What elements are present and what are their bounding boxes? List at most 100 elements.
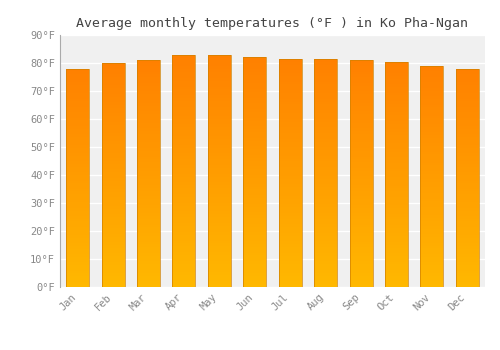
Bar bbox=[102, 270, 124, 273]
Bar bbox=[244, 281, 266, 284]
Bar bbox=[314, 104, 337, 107]
Bar bbox=[102, 97, 124, 99]
Bar bbox=[137, 230, 160, 233]
Bar bbox=[456, 213, 479, 216]
Bar bbox=[208, 180, 231, 182]
Bar bbox=[137, 137, 160, 140]
Bar bbox=[350, 185, 372, 188]
Bar bbox=[172, 275, 196, 278]
Bar bbox=[208, 121, 231, 124]
Bar bbox=[385, 152, 408, 155]
Bar bbox=[278, 201, 301, 204]
Bar bbox=[102, 153, 124, 155]
Bar bbox=[137, 182, 160, 185]
Bar bbox=[350, 142, 372, 145]
Bar bbox=[314, 264, 337, 267]
Bar bbox=[314, 150, 337, 153]
Bar bbox=[137, 114, 160, 117]
Bar bbox=[314, 121, 337, 124]
Bar bbox=[456, 276, 479, 279]
Bar bbox=[208, 272, 231, 275]
Bar bbox=[420, 176, 444, 179]
Bar bbox=[278, 207, 301, 210]
Bar bbox=[102, 63, 124, 287]
Bar bbox=[314, 233, 337, 236]
Bar bbox=[66, 216, 89, 219]
Bar bbox=[244, 175, 266, 178]
Bar bbox=[172, 168, 196, 171]
Bar bbox=[350, 256, 372, 259]
Bar bbox=[137, 134, 160, 137]
Bar bbox=[102, 265, 124, 267]
Bar bbox=[244, 72, 266, 75]
Bar bbox=[244, 261, 266, 264]
Bar bbox=[456, 205, 479, 208]
Bar bbox=[456, 71, 479, 74]
Bar bbox=[278, 73, 301, 76]
Bar bbox=[385, 250, 408, 253]
Bar bbox=[137, 219, 160, 222]
Bar bbox=[456, 85, 479, 88]
Bar bbox=[278, 181, 301, 184]
Bar bbox=[172, 206, 196, 209]
Bar bbox=[420, 88, 444, 91]
Bar bbox=[314, 147, 337, 150]
Bar bbox=[385, 259, 408, 262]
Bar bbox=[102, 136, 124, 139]
Bar bbox=[102, 175, 124, 178]
Bar bbox=[66, 249, 89, 252]
Bar bbox=[66, 257, 89, 260]
Bar bbox=[420, 281, 444, 284]
Bar bbox=[244, 152, 266, 155]
Bar bbox=[385, 118, 408, 121]
Bar bbox=[385, 247, 408, 250]
Bar bbox=[66, 112, 89, 115]
Bar bbox=[420, 220, 444, 223]
Bar bbox=[208, 211, 231, 214]
Bar bbox=[350, 188, 372, 191]
Bar bbox=[172, 55, 196, 57]
Bar bbox=[278, 161, 301, 164]
Bar bbox=[244, 253, 266, 256]
Bar bbox=[420, 257, 444, 259]
Bar bbox=[456, 77, 479, 79]
Bar bbox=[244, 224, 266, 227]
Bar bbox=[102, 80, 124, 83]
Bar bbox=[314, 96, 337, 99]
Bar bbox=[278, 241, 301, 244]
Bar bbox=[314, 224, 337, 227]
Bar bbox=[385, 253, 408, 256]
Bar bbox=[208, 261, 231, 264]
Bar bbox=[350, 69, 372, 71]
Bar bbox=[172, 130, 196, 133]
Bar bbox=[385, 96, 408, 98]
Bar bbox=[102, 192, 124, 195]
Bar bbox=[244, 169, 266, 172]
Bar bbox=[420, 168, 444, 171]
Bar bbox=[172, 156, 196, 159]
Bar bbox=[66, 222, 89, 224]
Bar bbox=[244, 63, 266, 66]
Bar bbox=[314, 216, 337, 218]
Bar bbox=[385, 78, 408, 81]
Bar bbox=[456, 284, 479, 287]
Bar bbox=[137, 83, 160, 86]
Bar bbox=[456, 186, 479, 189]
Bar bbox=[244, 238, 266, 241]
Bar bbox=[172, 267, 196, 270]
Bar bbox=[385, 177, 408, 180]
Bar bbox=[137, 259, 160, 261]
Bar bbox=[385, 90, 408, 93]
Bar bbox=[137, 125, 160, 128]
Bar bbox=[208, 142, 231, 145]
Bar bbox=[137, 71, 160, 74]
Bar bbox=[385, 265, 408, 267]
Bar bbox=[66, 99, 89, 101]
Bar bbox=[66, 82, 89, 85]
Bar bbox=[385, 270, 408, 273]
Bar bbox=[172, 278, 196, 281]
Bar bbox=[66, 104, 89, 107]
Bar bbox=[102, 178, 124, 181]
Bar bbox=[350, 80, 372, 83]
Bar bbox=[244, 184, 266, 187]
